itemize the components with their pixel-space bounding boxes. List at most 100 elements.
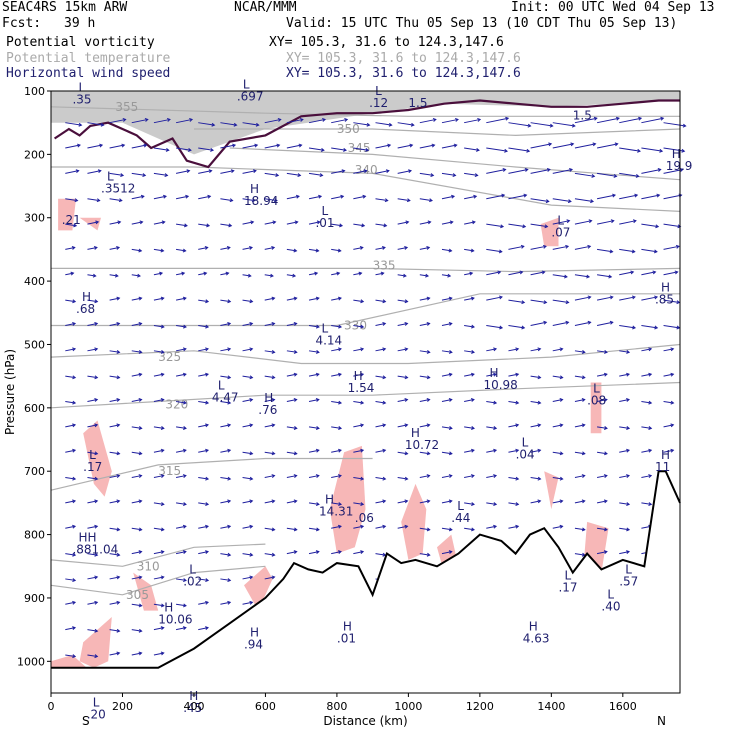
- wind-vector: [353, 122, 370, 126]
- wind-arrowhead: [448, 527, 453, 532]
- wind-vector: [264, 274, 274, 277]
- wind-arrowhead: [208, 169, 213, 174]
- wind-arrowhead: [670, 400, 675, 405]
- wind-vector: [619, 117, 642, 124]
- wind-vector: [441, 248, 452, 252]
- wind-arrowhead: [609, 295, 614, 300]
- wind-vector: [552, 168, 573, 174]
- wind-vector: [464, 502, 475, 505]
- wind-vector: [596, 296, 613, 301]
- wind-vector: [331, 401, 342, 404]
- wind-arrowhead: [626, 398, 630, 402]
- hl-value: 18.94: [244, 194, 278, 208]
- wind-vector: [508, 477, 519, 480]
- hl-marker: L: [457, 499, 464, 513]
- wind-vector: [331, 449, 342, 453]
- wind-vector: [176, 223, 188, 227]
- wind-arrowhead: [559, 524, 564, 529]
- wind-vector: [87, 424, 98, 428]
- wind-arrowhead: [165, 147, 170, 152]
- wind-vector: [87, 375, 98, 379]
- wind-vector: [264, 451, 275, 455]
- wind-arrowhead: [654, 325, 659, 330]
- wind-vector: [508, 324, 525, 329]
- wind-vector: [153, 399, 164, 402]
- wind-vector: [242, 299, 253, 303]
- wind-arrowhead: [648, 474, 653, 478]
- wind-vector: [176, 248, 186, 252]
- wind-arrowhead: [505, 116, 510, 121]
- wind-vector: [530, 143, 552, 149]
- wind-vector: [153, 551, 164, 555]
- wind-arrowhead: [337, 474, 342, 478]
- wind-arrowhead: [426, 375, 431, 380]
- wind-arrowhead: [205, 550, 209, 554]
- wind-vector: [264, 172, 279, 176]
- wind-vector: [486, 223, 504, 228]
- wind-arrowhead: [559, 476, 564, 481]
- wind-vector: [663, 424, 674, 428]
- wind-vector: [331, 525, 342, 529]
- wind-arrowhead: [272, 220, 277, 225]
- wind-vector: [220, 247, 230, 250]
- wind-arrowhead: [315, 350, 320, 354]
- wind-vector: [353, 424, 364, 428]
- wind-arrowhead: [116, 423, 121, 428]
- wind-arrowhead: [138, 575, 143, 580]
- hl-value: 10.06: [158, 612, 192, 626]
- wind-vector: [198, 627, 209, 631]
- wind-arrowhead: [182, 550, 187, 554]
- wind-vector: [508, 223, 526, 228]
- wind-vector: [286, 221, 298, 225]
- wind-arrowhead: [656, 193, 661, 198]
- wind-vector: [87, 399, 98, 402]
- wind-arrowhead: [183, 324, 187, 329]
- wind-arrowhead: [587, 244, 592, 249]
- wind-arrowhead: [138, 603, 143, 608]
- wind-arrowhead: [138, 474, 143, 478]
- wind-vector: [175, 297, 186, 301]
- wind-arrowhead: [249, 423, 254, 428]
- wind-vector: [308, 324, 319, 328]
- wind-arrowhead: [227, 578, 232, 583]
- wind-vector: [65, 122, 82, 126]
- pv-fill-region: [329, 445, 366, 554]
- wind-arrowhead: [94, 600, 99, 605]
- wind-arrowhead: [72, 499, 77, 504]
- wind-vector: [663, 122, 686, 127]
- wind-arrowhead: [404, 322, 409, 326]
- wind-vector: [131, 629, 142, 632]
- wind-vector: [441, 551, 452, 555]
- hl-value: .57: [619, 574, 638, 588]
- wind-vector: [508, 122, 531, 127]
- field-wind-label: Horizontal wind speed: [6, 66, 171, 81]
- y-tick-label: 200: [24, 148, 45, 161]
- wind-arrowhead: [542, 244, 547, 249]
- wind-arrowhead: [360, 550, 365, 554]
- wind-arrowhead: [626, 426, 631, 430]
- wind-vector: [419, 247, 430, 250]
- wind-vector: [109, 172, 124, 176]
- wind-vector: [574, 220, 592, 225]
- wind-vector: [419, 274, 429, 277]
- theta-contour-330: [51, 293, 680, 327]
- wind-vector: [198, 299, 209, 303]
- wind-arrowhead: [92, 273, 97, 278]
- wind-arrowhead: [138, 426, 143, 430]
- wind-vector: [220, 348, 231, 352]
- wind-arrowhead: [182, 296, 187, 301]
- wind-vector: [552, 299, 569, 304]
- wind-arrowhead: [293, 451, 298, 456]
- wind-arrowhead: [524, 167, 529, 172]
- wind-arrowhead: [271, 423, 276, 428]
- wind-vector: [597, 274, 612, 278]
- wind-vector: [641, 248, 657, 253]
- wind-arrowhead: [521, 300, 526, 305]
- wind-vector: [175, 348, 186, 352]
- wind-vector: [331, 118, 348, 124]
- wind-vector: [87, 576, 98, 580]
- wind-vector: [65, 348, 76, 352]
- wind-vector: [220, 500, 231, 504]
- wind-vector: [242, 322, 253, 326]
